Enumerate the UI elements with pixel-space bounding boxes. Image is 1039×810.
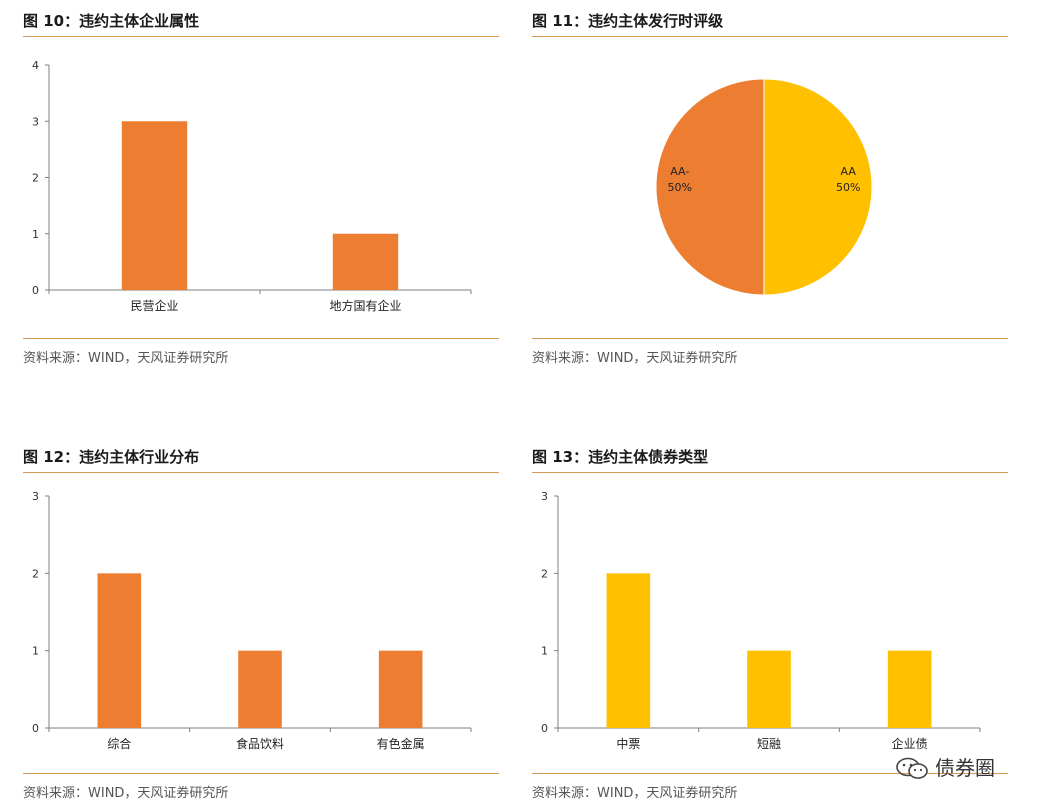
y-tick-label: 3: [32, 115, 39, 128]
bar: [332, 233, 399, 290]
source-rule: [23, 773, 499, 774]
bar: [747, 650, 791, 728]
x-category-label: 短融: [757, 737, 781, 751]
pie-category-label: AA-: [670, 165, 689, 178]
wechat-icon: [896, 757, 928, 779]
y-tick-label: 3: [32, 490, 39, 503]
x-category-label: 综合: [107, 736, 131, 751]
bar-chart-bond-type: 0 1 2 3 中票 短融 企业债: [541, 490, 981, 751]
x-category-label: 中票: [616, 736, 640, 751]
pie-value-label: 50%: [668, 181, 692, 194]
y-tick-label: 2: [32, 172, 39, 185]
source-note: 资料来源：WIND，天风证券研究所: [23, 786, 229, 801]
figure-title: 图 10：违约主体企业属性: [23, 12, 200, 30]
pie-category-label: AA: [841, 165, 857, 178]
y-tick-label: 0: [541, 722, 548, 735]
figure-title: 图 11：违约主体发行时评级: [532, 12, 724, 30]
x-category-label: 企业债: [892, 736, 928, 751]
source-note: 资料来源：WIND，天风证券研究所: [532, 351, 738, 366]
pie-slice: [763, 78, 873, 296]
pie-slice: [655, 78, 765, 296]
bar: [606, 573, 651, 728]
y-tick-label: 1: [541, 645, 548, 658]
bar-chart-industry: 0 1 2 3 综合 食品饮料 有色金属: [32, 490, 472, 751]
title-rule: [532, 472, 1008, 473]
y-tick-label: 2: [541, 567, 548, 580]
source-rule: [532, 338, 1008, 339]
y-tick-label: 1: [32, 228, 39, 241]
pie-chart-issuance-rating: AA 50% AA- 50%: [655, 78, 873, 296]
bar: [97, 573, 142, 728]
y-tick-label: 4: [32, 59, 39, 72]
pie-value-label: 50%: [836, 181, 860, 194]
x-category-label: 有色金属: [377, 736, 425, 751]
bar: [378, 650, 423, 728]
bar: [121, 121, 188, 290]
y-tick-label: 3: [541, 490, 548, 503]
source-rule: [23, 338, 499, 339]
x-category-label: 食品饮料: [236, 736, 284, 751]
figure-11-panel: 图 11：违约主体发行时评级 AA 50% AA- 50% 资料来源：WIND，天风证…: [532, 10, 1008, 370]
title-rule: [532, 36, 1008, 37]
title-rule: [23, 36, 499, 37]
bar-chart-enterprise-type: 0 1 2 3 4 民营企业 地方国有企业: [32, 59, 472, 313]
y-tick-label: 2: [32, 567, 39, 580]
title-rule: [23, 472, 499, 473]
x-category-label: 民营企业: [130, 298, 178, 313]
watermark-text: 债券圈: [935, 756, 995, 780]
y-tick-label: 0: [32, 284, 39, 297]
bar: [238, 650, 282, 728]
figure-title: 图 13：违约主体债券类型: [532, 448, 709, 466]
y-tick-label: 0: [32, 722, 39, 735]
source-note: 资料来源：WIND，天风证券研究所: [23, 351, 229, 366]
x-category-label: 地方国有企业: [329, 298, 401, 313]
y-tick-label: 1: [32, 645, 39, 658]
figure-10-panel: 图 10：违约主体企业属性 0 1 2 3 4 民营企业 地方国有企业 资料来源：WIND，…: [23, 10, 499, 370]
figure-13-panel: 图 13：违约主体债券类型 0 1 2 3 中票 短融 企业债 资料来源：WIND，天风证券…: [532, 446, 1008, 806]
figure-12-panel: 图 12：违约主体行业分布 0 1 2 3 综合 食品饮料 有色金属 资料来源：WIND，天…: [23, 446, 499, 806]
bar: [887, 650, 932, 728]
source-rule: [532, 773, 1008, 774]
source-note: 资料来源：WIND，天风证券研究所: [532, 786, 738, 801]
figure-title: 图 12：违约主体行业分布: [23, 448, 200, 466]
